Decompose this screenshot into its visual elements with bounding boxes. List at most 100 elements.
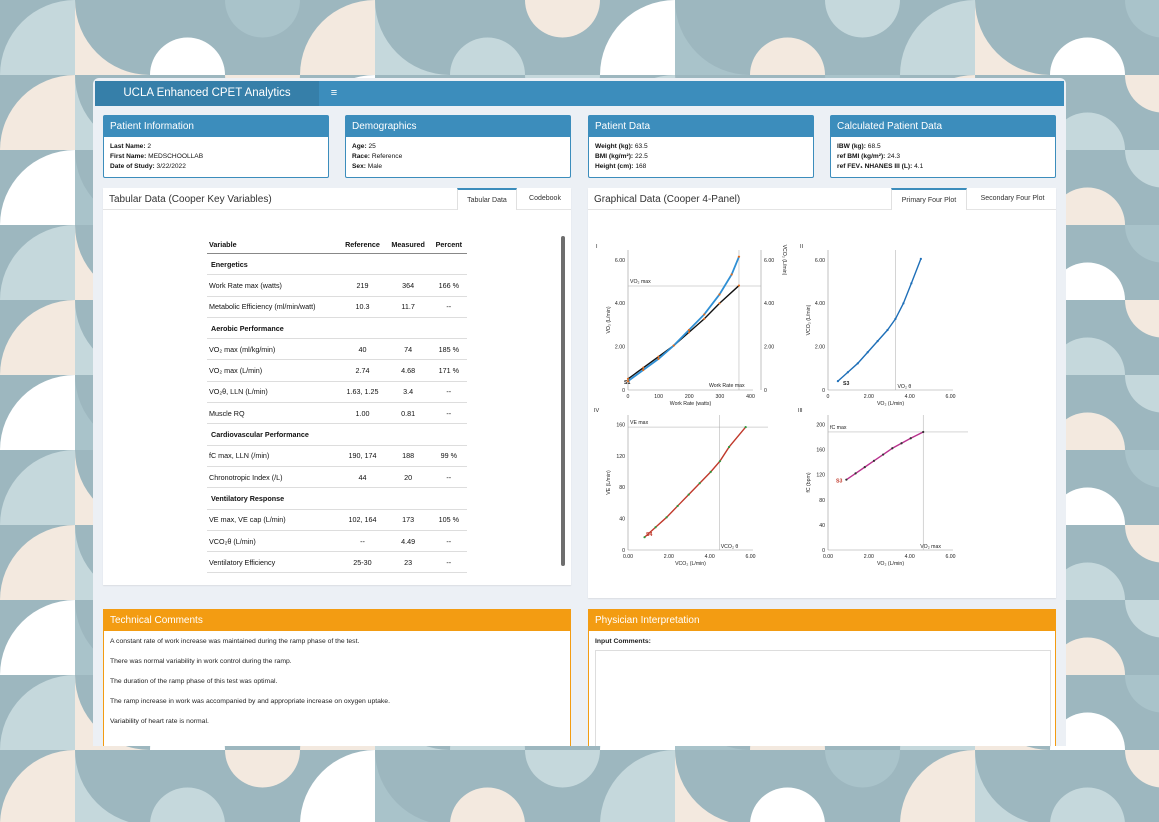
y-axis-label: VO₂ (L/min) bbox=[606, 306, 612, 333]
info-label: First Name: bbox=[110, 153, 147, 161]
table-scrollbar[interactable] bbox=[561, 236, 565, 566]
pattern-shape bbox=[1125, 0, 1159, 38]
info-value: 4.1 bbox=[914, 163, 924, 171]
data-point bbox=[882, 453, 885, 456]
info-value: 22.5 bbox=[634, 153, 648, 161]
pattern-shape bbox=[1050, 487, 1125, 525]
data-point bbox=[886, 328, 889, 332]
x-axis-label: VO₂ (L/min) bbox=[877, 401, 904, 407]
info-row: Date of Study: 3/22/2022 bbox=[110, 162, 322, 172]
data-point bbox=[703, 317, 706, 320]
info-row: First Name: MEDSCHOOLLAB bbox=[110, 152, 322, 162]
pattern-shape bbox=[525, 0, 600, 38]
data-point bbox=[866, 351, 869, 354]
pattern-shape bbox=[1125, 150, 1159, 188]
annotation-fc-max: fC max bbox=[830, 425, 847, 431]
data-point bbox=[718, 460, 722, 463]
table-row: Muscle RQ 1.00 0.81 -- bbox=[207, 402, 467, 425]
info-value: 2 bbox=[147, 143, 152, 150]
pattern-shape bbox=[225, 750, 300, 788]
info-label: Last Name: bbox=[110, 143, 146, 150]
pattern-shape bbox=[1125, 600, 1159, 638]
data-point bbox=[902, 302, 905, 305]
data-point bbox=[728, 445, 731, 449]
app-window: UCLA Enhanced CPET Analytics ≡ Patient I… bbox=[93, 78, 1066, 746]
info-value: 63.5 bbox=[634, 143, 648, 150]
y-tick-label: 2.00 bbox=[615, 345, 625, 351]
reference-cell: 1.63, 1.25 bbox=[339, 381, 386, 404]
tab-divider bbox=[103, 209, 571, 210]
tab-codebook[interactable]: Codebook bbox=[529, 195, 561, 202]
measured-cell: 4.49 bbox=[385, 530, 431, 553]
data-point bbox=[665, 516, 668, 519]
info-label: Date of Study: bbox=[110, 163, 155, 171]
info-row: ref FEV₁ NHANES III (L): 4.1 bbox=[837, 162, 1049, 172]
measured-cell: 188 bbox=[385, 445, 431, 467]
percent-cell: -- bbox=[430, 296, 467, 318]
panel-label: IV bbox=[594, 408, 600, 414]
pattern-shape bbox=[150, 787, 225, 822]
demographics-box: Demographics Age: 25 Race: Reference Sex: … bbox=[345, 115, 571, 178]
info-label: Sex: bbox=[352, 163, 366, 171]
variable-cell: fC max, LLN (/min) bbox=[207, 445, 340, 467]
section-label: Cardiovascular Performance bbox=[207, 423, 467, 446]
x-tick-label: 4.00 bbox=[705, 554, 715, 560]
section-row: Ventilatory Response bbox=[207, 487, 467, 510]
reference-cell: 40 bbox=[339, 338, 386, 361]
data-point bbox=[642, 366, 645, 369]
measured-cell: 173 bbox=[385, 509, 431, 531]
info-value: Reference bbox=[371, 153, 403, 161]
y-tick-label: 40 bbox=[619, 517, 625, 523]
pattern-shape bbox=[1050, 262, 1125, 300]
pattern-shape bbox=[675, 750, 730, 822]
info-value: 168 bbox=[635, 163, 647, 171]
series-line bbox=[627, 256, 740, 382]
pattern-shape bbox=[900, 0, 975, 75]
info-row: ref BMI (kg/m²): 24.3 bbox=[837, 152, 1049, 162]
info-label: ref FEV₁ NHANES III (L): bbox=[837, 163, 913, 171]
y-tick-label: 120 bbox=[816, 473, 825, 479]
pattern-shape bbox=[0, 150, 75, 225]
section-row: Cardiovascular Performance bbox=[207, 423, 467, 446]
table-row: VE max, VE cap (L/min) 102, 164 173 105 % bbox=[207, 509, 467, 531]
data-point bbox=[737, 255, 741, 258]
percent-cell: -- bbox=[430, 466, 467, 489]
info-label: Height (cm): bbox=[595, 163, 634, 171]
hamburger-icon[interactable]: ≡ bbox=[330, 87, 338, 99]
section-label: Ventilatory Response bbox=[207, 487, 467, 510]
variable-cell: VO₂θ, LLN (L/min) bbox=[207, 381, 340, 404]
pattern-shape bbox=[375, 0, 450, 75]
annotation-s3: S3 bbox=[836, 479, 842, 485]
pattern-shape bbox=[0, 750, 75, 822]
tabular-data-panel: Tabular Data (Cooper Key Variables) Tabu… bbox=[103, 188, 571, 585]
physician-interpretation-box: Physician Interpretation Input Comments: bbox=[588, 609, 1056, 746]
series-line bbox=[627, 285, 740, 380]
table-row: VO₂ max (L/min) 2.74 4.68 171 % bbox=[207, 359, 467, 382]
reference-cell: 44 bbox=[339, 466, 386, 489]
pattern-shape bbox=[0, 225, 75, 300]
tab-primary-four-plot[interactable]: Primary Four Plot bbox=[891, 188, 967, 210]
box-title: Calculated Patient Data bbox=[831, 116, 1055, 137]
y-axis-label: fC (bpm) bbox=[806, 472, 812, 492]
data-point bbox=[737, 284, 741, 287]
data-point bbox=[744, 425, 747, 429]
panel-title: Graphical Data (Cooper 4-Panel) bbox=[594, 194, 741, 205]
app-title[interactable]: UCLA Enhanced CPET Analytics bbox=[95, 81, 319, 106]
annotation-work-rate-max: Work Rate max bbox=[709, 383, 745, 389]
pattern-shape bbox=[1125, 225, 1159, 263]
tab-secondary-four-plot[interactable]: Secondary Four Plot bbox=[980, 195, 1045, 202]
variable-cell: Muscle RQ bbox=[207, 402, 340, 425]
y-tick-label: 160 bbox=[816, 448, 825, 454]
info-value: Male bbox=[367, 163, 383, 171]
variable-cell: Chronotropic Index (/L) bbox=[207, 466, 340, 489]
panel-title: Tabular Data (Cooper Key Variables) bbox=[109, 194, 272, 205]
pattern-shape bbox=[825, 750, 900, 788]
data-point bbox=[672, 344, 675, 347]
data-point bbox=[863, 466, 866, 469]
box-title: Demographics bbox=[346, 116, 570, 137]
pattern-shape bbox=[900, 750, 975, 822]
tab-tabular-data[interactable]: Tabular Data bbox=[457, 188, 517, 210]
input-comments-textarea[interactable] bbox=[595, 650, 1051, 746]
x-tick-label: 0.00 bbox=[823, 554, 833, 560]
pattern-shape bbox=[75, 0, 150, 75]
